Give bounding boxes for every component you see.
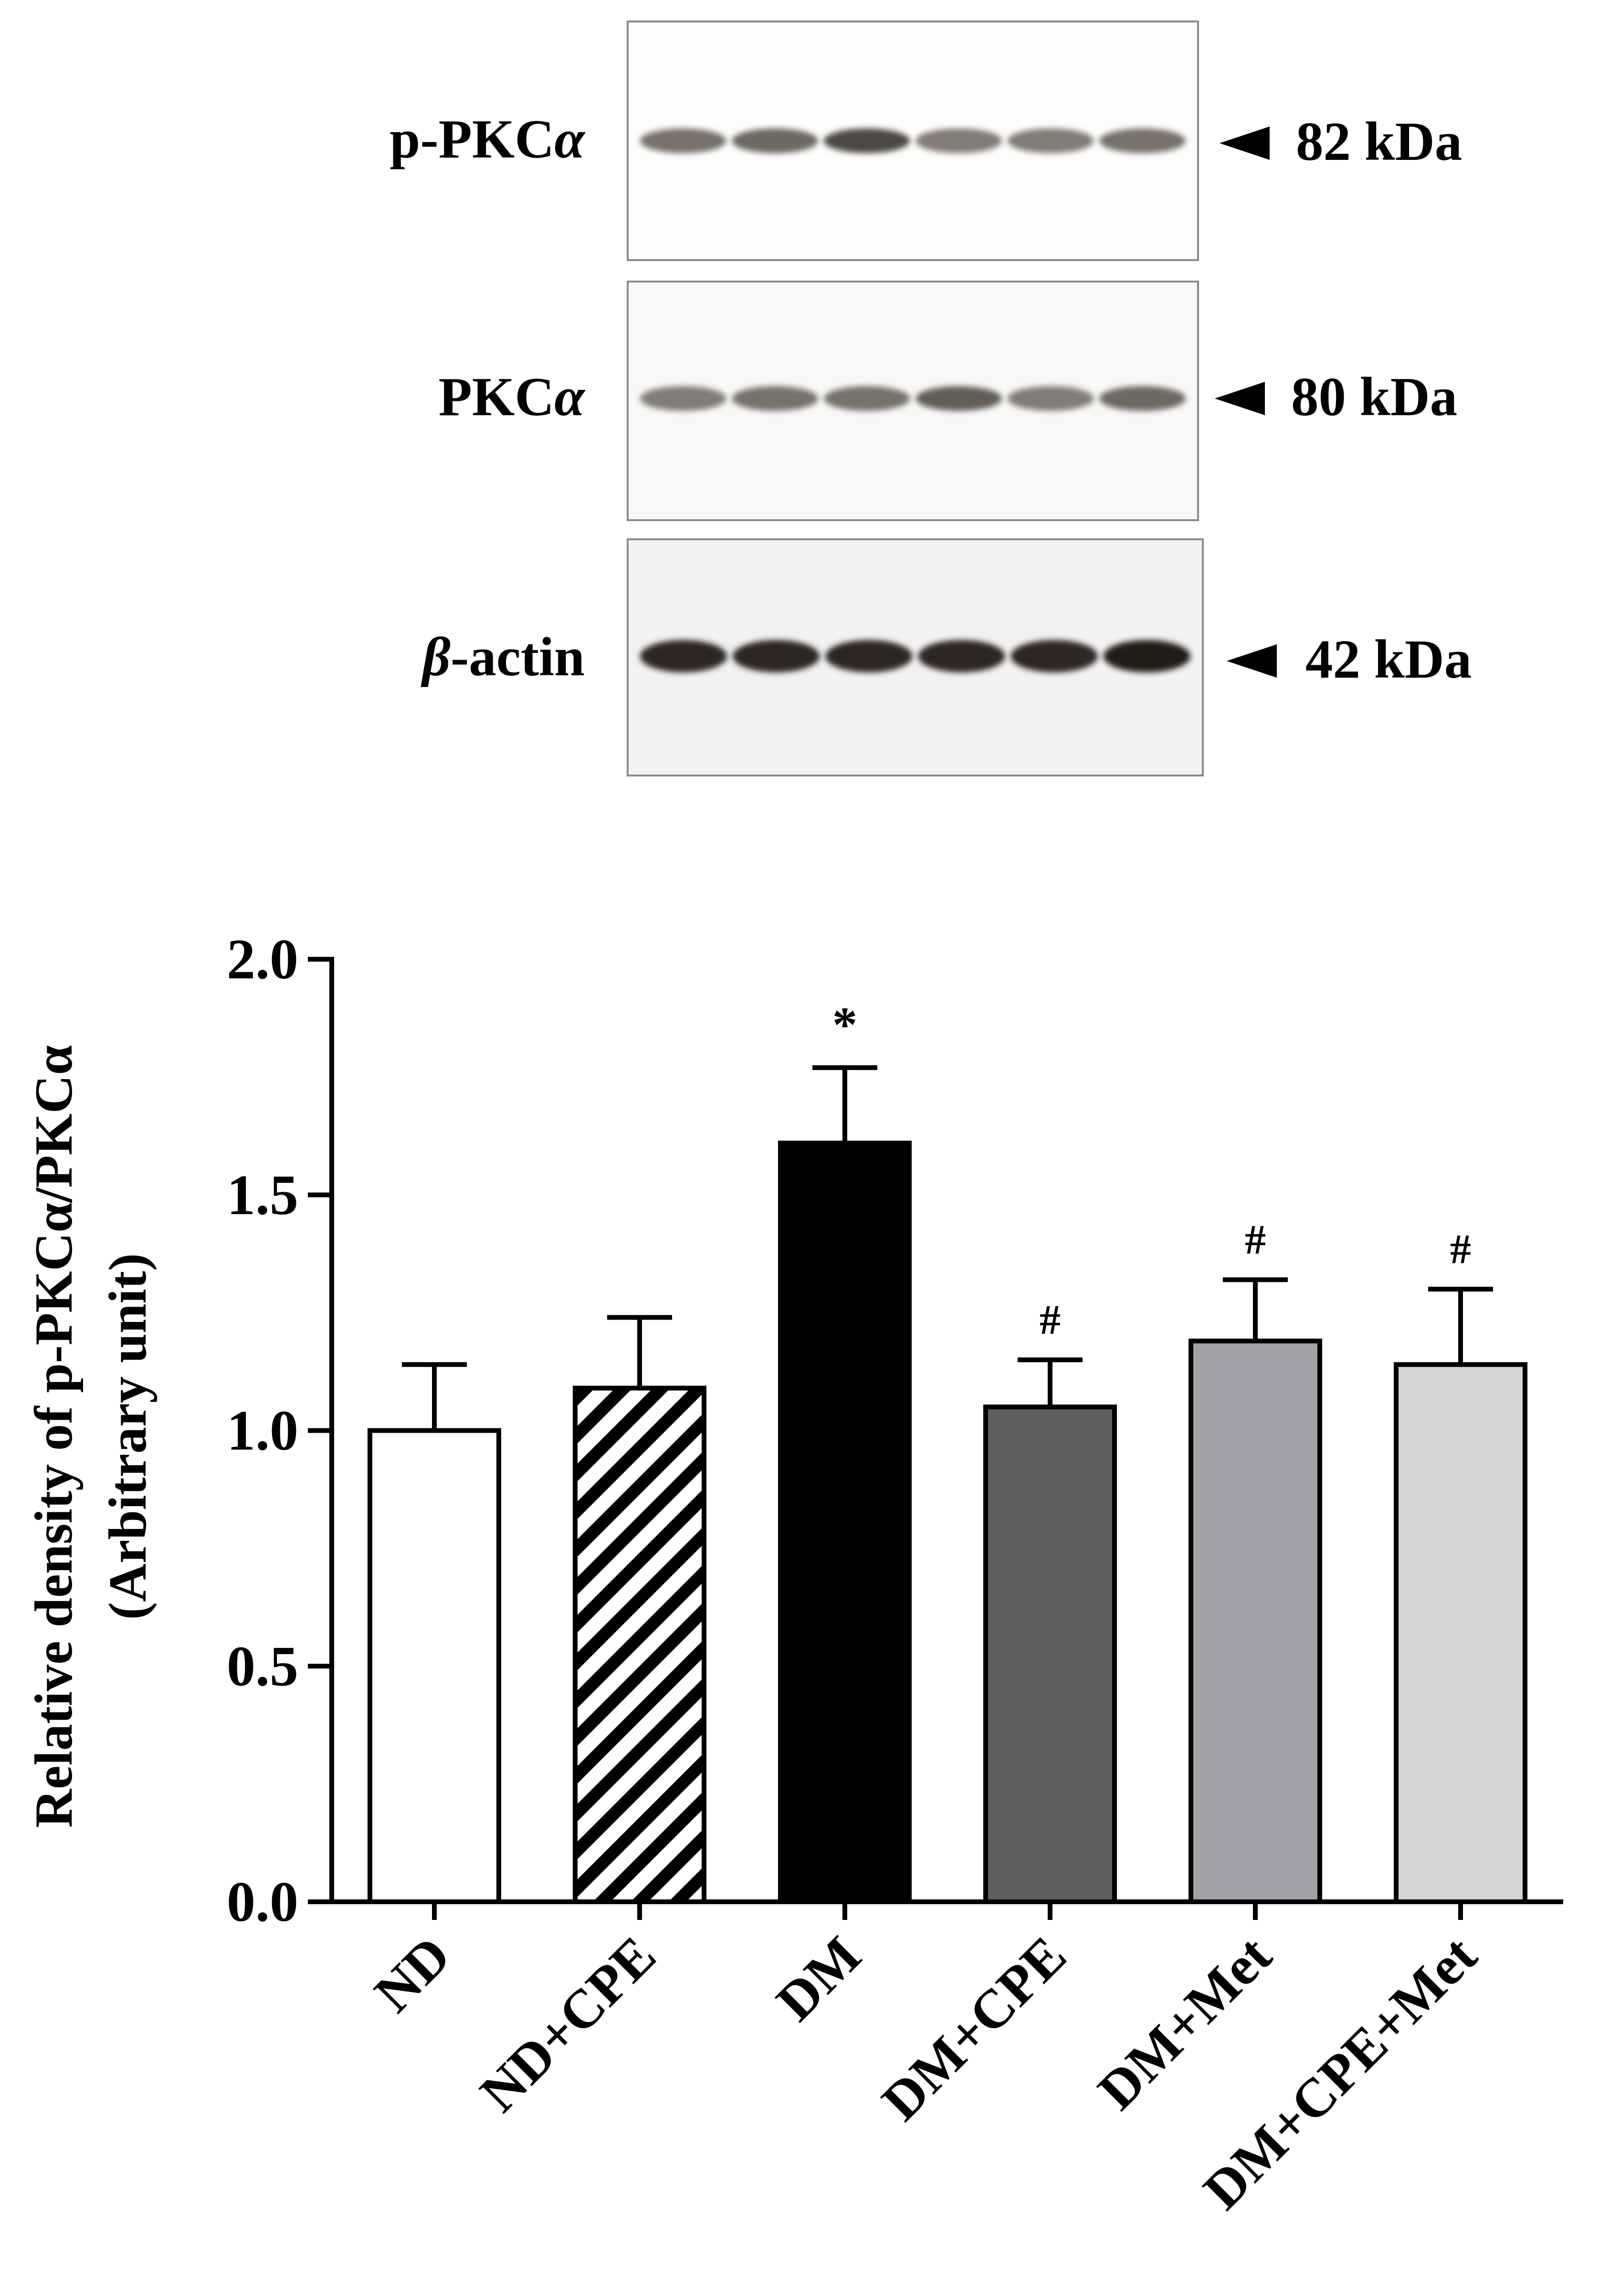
marker-arrow-icon	[1220, 126, 1270, 160]
blot-band	[1007, 386, 1094, 411]
blot-label-beta-actin: β-actin	[421, 627, 585, 687]
x-tick-label: ND	[363, 1925, 462, 2023]
bar-nd	[368, 1428, 501, 1904]
significance-markers: * # # #	[832, 996, 1471, 1343]
blot-band	[823, 128, 910, 153]
x-tick-label: DM+Met	[1086, 1925, 1283, 2121]
bar-nd-cpe	[573, 1385, 706, 1904]
blot-label-pkca: PKCα	[439, 367, 586, 427]
western-blot: p-PKCα 82 kDa PKCα 80 kDa β-actin 42 kDa	[389, 21, 1472, 776]
bar-dm-met	[1189, 1338, 1322, 1904]
blot-bands-p-pkca	[640, 128, 1186, 153]
y-axis: 0.0 0.5 1.0 1.5 2.0	[227, 927, 334, 1933]
significance-marker: *	[832, 996, 858, 1052]
blot-band	[640, 640, 727, 672]
blot-band	[1010, 640, 1098, 672]
x-tick-label: ND+CPE	[468, 1925, 667, 2123]
blot-band	[1007, 128, 1094, 153]
y-tick-label: 1.5	[227, 1163, 298, 1227]
blot-band	[823, 386, 910, 411]
x-tick-label: DM	[765, 1925, 872, 2032]
marker-arrow-icon	[1215, 382, 1265, 415]
blot-marker-80kda: 80 kDa	[1291, 367, 1457, 427]
blot-bands-pkca	[640, 386, 1186, 411]
y-axis-label-line1: Relative density of p-PKCα/PKCα	[24, 1045, 84, 1828]
blot-band	[732, 386, 819, 411]
y-tick-label: 1.0	[227, 1399, 298, 1462]
error-bars	[402, 1065, 1493, 1431]
y-tick-label: 0.5	[227, 1634, 298, 1698]
blot-marker-42kda: 42 kDa	[1305, 629, 1472, 690]
blot-band	[1099, 386, 1186, 411]
bar-dm	[778, 1141, 912, 1904]
significance-marker: #	[1040, 1297, 1061, 1343]
blot-band	[915, 128, 1002, 153]
y-axis-label-line2: (Arbitrary unit)	[98, 1253, 158, 1620]
blot-band	[732, 640, 820, 672]
blot-band	[1099, 128, 1186, 153]
blot-band	[640, 386, 726, 411]
blot-label-p-pkca: p-PKCα	[389, 109, 586, 169]
blot-band	[640, 128, 726, 153]
bars	[368, 1141, 1527, 1904]
blot-band	[1103, 640, 1191, 672]
bar-dm-cpe-met	[1394, 1362, 1527, 1904]
marker-arrow-icon	[1227, 644, 1277, 678]
blot-band	[825, 640, 913, 672]
y-tick-label: 2.0	[227, 927, 298, 991]
x-tick-label: DM+CPE	[870, 1925, 1077, 2132]
y-tick-label: 0.0	[227, 1870, 298, 1933]
blot-marker-82kda: 82 kDa	[1296, 111, 1462, 172]
y-axis-label: Relative density of p-PKCα/PKCα (Arbitra…	[24, 1045, 158, 1828]
blot-band	[915, 386, 1002, 411]
blot-bands-beta-actin	[640, 640, 1191, 672]
significance-marker: #	[1450, 1226, 1471, 1272]
bar-dm-cpe	[983, 1405, 1117, 1904]
significance-marker: #	[1245, 1217, 1266, 1263]
blot-band	[918, 640, 1005, 672]
blot-band	[732, 128, 819, 153]
